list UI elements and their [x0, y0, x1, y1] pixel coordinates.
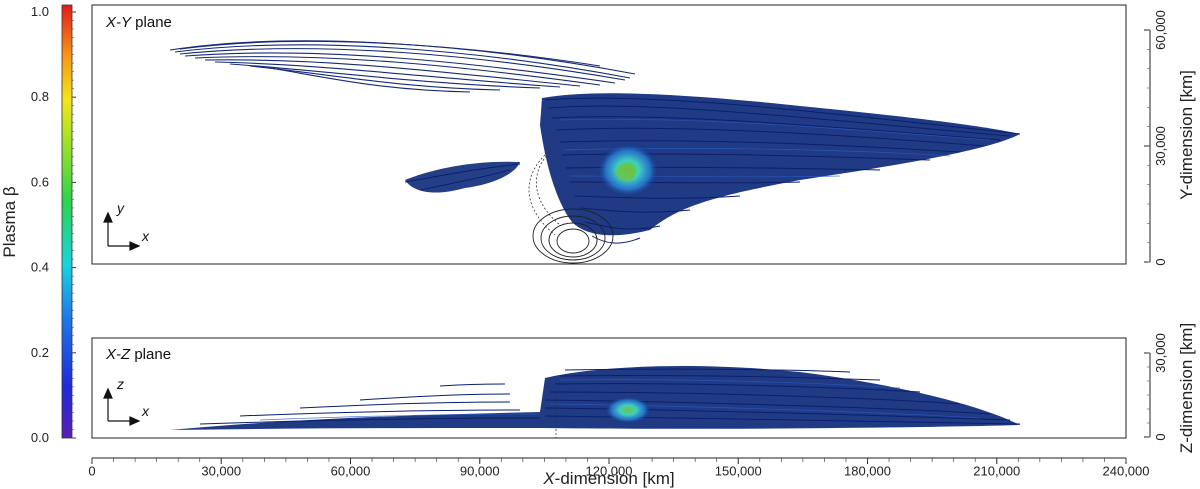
- x-tick-label: 120,000: [586, 464, 633, 479]
- xy-panel-frame: [91, 4, 1127, 265]
- x-tick-label: 60,000: [331, 464, 371, 479]
- xz-field-lines: [170, 366, 1021, 438]
- x-tick-label: 180,000: [844, 464, 891, 479]
- xy-field-lines: [169, 40, 1021, 264]
- colorbar-tick-label: 0.8: [31, 89, 49, 104]
- right-axis-tick-label: 30,000: [1153, 333, 1168, 373]
- right-axis-tick-label: 60,000: [1153, 10, 1168, 50]
- right-axis-tick-label: 30,000: [1153, 126, 1168, 166]
- x-axis-ticks: 0 30,000 60,000 90,000 120,000 150,000 180,000…: [88, 458, 1150, 479]
- xy-panel: X-Y plane y x 60,000 30,000 0 Y-dimension …: [91, 4, 1196, 266]
- xz-arrow-z-label: z: [116, 376, 124, 392]
- x-tick-label: 30,000: [201, 464, 241, 479]
- x-tick-label: 0: [88, 464, 95, 479]
- xz-panel-frame: [91, 337, 1127, 439]
- x-axis-title: X-dimension [km]: [542, 469, 674, 488]
- colorbar-tick-label: 1.0: [31, 4, 49, 19]
- xz-axis-title: Z-dimension [km]: [1177, 323, 1196, 453]
- x-tick-label: 90,000: [460, 464, 500, 479]
- xz-arrow-x-label: x: [141, 403, 150, 419]
- right-axis-tick-label: 0: [1153, 433, 1168, 440]
- x-tick-label: 240,000: [1103, 464, 1150, 479]
- colorbar-title: Plasma β: [0, 186, 19, 257]
- xz-plasma-beta-maximum: [604, 396, 652, 424]
- xz-orientation-arrows: [103, 387, 141, 426]
- x-axis: 0 30,000 60,000 90,000 120,000 150,000 180,000…: [88, 457, 1150, 488]
- xy-right-axis: 60,000 30,000 0: [1144, 10, 1168, 266]
- colorbar-gradient: [61, 4, 73, 439]
- xz-right-axis: 30,000 0: [1144, 333, 1168, 441]
- colorbar-tick-label: 0.2: [31, 345, 49, 360]
- xy-arrow-x-label: x: [141, 228, 150, 244]
- colorbar-tick-label: 0.0: [31, 430, 49, 445]
- colorbar-ticks: 1.0 0.8 0.6 0.4 0.2 0.0: [31, 4, 76, 445]
- colorbar-tick-label: 0.4: [31, 260, 49, 275]
- right-axis-tick-label: 0: [1153, 258, 1168, 265]
- xy-axis-title: Y-dimension [km]: [1177, 70, 1196, 200]
- xy-panel-label: X-Y plane: [105, 14, 172, 31]
- xz-panel-label: X-Z plane: [105, 346, 171, 363]
- xy-orientation-arrows: [103, 211, 141, 251]
- colorbar: 1.0 0.8 0.6 0.4 0.2 0.0 Plasma β: [0, 4, 76, 445]
- x-tick-label: 150,000: [715, 464, 762, 479]
- xy-arrow-y-label: y: [116, 200, 125, 216]
- colorbar-tick-label: 0.6: [31, 174, 49, 189]
- x-tick-label: 210,000: [973, 464, 1020, 479]
- xz-panel: X-Z plane z x 30,000 0 Z-dimension [km]: [91, 323, 1196, 453]
